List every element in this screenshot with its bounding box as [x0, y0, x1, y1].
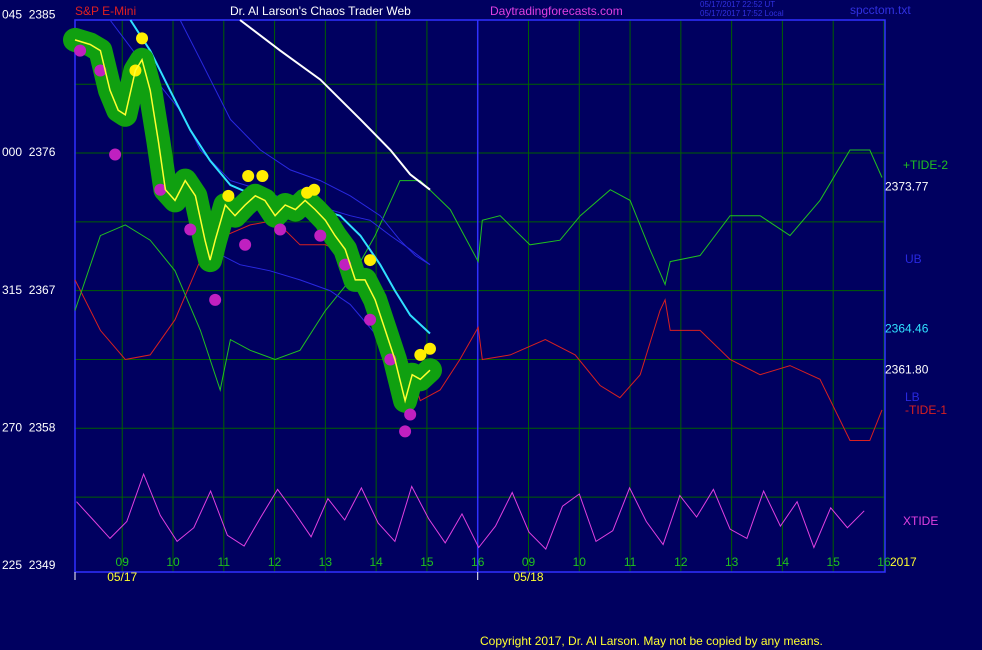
- marker-dot: [308, 183, 321, 196]
- x-tick-label: 12: [674, 555, 688, 569]
- y-tick-label: 225 2349: [2, 558, 56, 572]
- series-line: [239, 19, 431, 191]
- marker-dot: [239, 238, 252, 251]
- chart-title: Dr. Al Larson's Chaos Trader Web: [230, 4, 411, 18]
- marker-dot: [209, 293, 222, 306]
- x-tick-label: 14: [776, 555, 790, 569]
- marker-dot: [184, 223, 197, 236]
- marker-dot: [154, 183, 167, 196]
- marker-dot: [423, 342, 436, 355]
- marker-dot: [364, 254, 377, 267]
- series-line: [76, 472, 865, 550]
- last-value-label: 2364.46: [885, 322, 929, 336]
- marker-dot: [399, 425, 412, 438]
- x-tick-label: 12: [268, 555, 282, 569]
- site: Daytradingforecasts.com: [490, 4, 623, 18]
- series-line: [179, 19, 431, 266]
- x-tick-label: 10: [166, 555, 180, 569]
- timestamp-ut: 05/17/2017 22:52 UT: [700, 0, 775, 9]
- x-tick-label: 11: [624, 555, 637, 569]
- series-name-label: XTIDE: [903, 514, 938, 528]
- series-name-label: -TIDE-1: [905, 403, 947, 417]
- marker-dot: [109, 148, 122, 161]
- y-tick-label: 000 2376: [2, 145, 56, 159]
- marker-dot: [136, 32, 149, 45]
- x-tick-label: 16: [877, 555, 891, 569]
- last-value-label: 2373.77: [885, 179, 929, 193]
- copyright: Copyright 2017, Dr. Al Larson. May not b…: [480, 634, 823, 648]
- marker-dot: [339, 258, 352, 271]
- marker-dot: [414, 348, 427, 361]
- x-tick-label: 09: [522, 555, 536, 569]
- y-tick-label: 270 2358: [2, 420, 56, 434]
- instrument: S&P E-Mini: [75, 4, 136, 18]
- marker-dot: [274, 223, 287, 236]
- x-tick-label: 13: [725, 555, 739, 569]
- year-label: 2017: [890, 555, 917, 569]
- file-name: spcctom.txt: [850, 3, 911, 17]
- plot-border: [74, 19, 886, 573]
- x-tick-label: 09: [116, 555, 130, 569]
- marker-dot: [404, 408, 417, 421]
- series-line: [74, 39, 431, 404]
- marker-dot: [314, 229, 327, 242]
- marker-dot: [242, 169, 255, 182]
- timestamp-local: 05/17/2017 17:52 Local: [700, 9, 784, 18]
- marker-dot: [74, 44, 87, 57]
- axes: 045 2385 000 2376 315 2367 270 2358 225 2349…: [2, 8, 948, 585]
- x-tick-label: 15: [827, 555, 841, 569]
- x-tick-label: 11: [218, 555, 231, 569]
- marker-dot: [256, 169, 269, 182]
- y-tick-label: 045 2385: [2, 8, 56, 22]
- x-tick-label: 16: [471, 555, 485, 569]
- marker-dot: [94, 64, 107, 77]
- series-name-label: UB: [905, 252, 922, 266]
- last-value-label: 2361.80: [885, 362, 929, 376]
- series-name-label: LB: [905, 390, 920, 404]
- y-tick-label: 315 2367: [2, 283, 56, 297]
- series: [63, 19, 883, 550]
- date-label: 05/18: [513, 570, 543, 584]
- marker-dot: [222, 189, 235, 202]
- x-tick-label: 13: [319, 555, 333, 569]
- x-tick-label: 10: [573, 555, 587, 569]
- series-line: [74, 149, 883, 392]
- marker-dot: [364, 313, 377, 326]
- date-label: 05/17: [107, 570, 137, 584]
- x-tick-label: 15: [420, 555, 434, 569]
- series-name-label: +TIDE-2: [903, 158, 948, 172]
- x-tick-label: 14: [369, 555, 383, 569]
